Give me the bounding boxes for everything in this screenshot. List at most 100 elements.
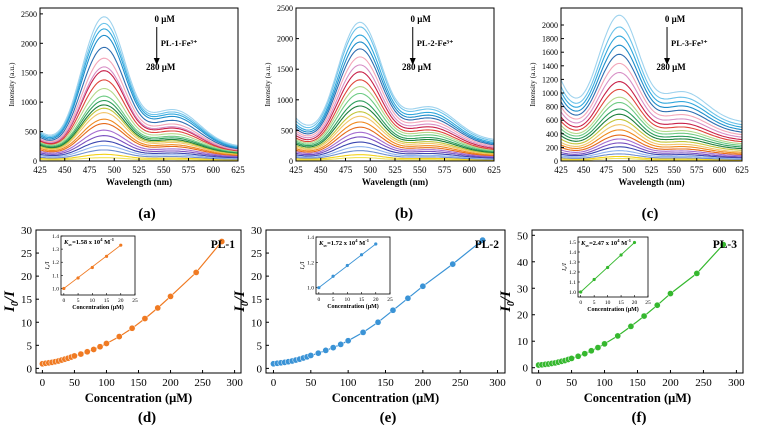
y-tick-label: 1200 xyxy=(542,75,558,84)
y-tick-label: 20 xyxy=(517,310,529,322)
x-tick-label: 475 xyxy=(83,165,97,175)
ksv-exponent: 4 xyxy=(100,237,103,242)
panel-label: (e) xyxy=(380,410,397,426)
inset-y-tick-label: 1.2 xyxy=(307,260,314,266)
ksv-annotation: Ksv=1.72 x 104 M-1 xyxy=(318,238,370,248)
spectrum-series-line xyxy=(295,48,495,146)
spectrum-series-line xyxy=(560,129,742,154)
spectrum-series-line xyxy=(39,28,239,148)
spectrum-series-line xyxy=(295,41,495,145)
annotation-end-concentration: 280 μM xyxy=(402,62,432,72)
annotation-start-concentration: 0 μM xyxy=(411,14,432,24)
x-tick-label: 625 xyxy=(231,165,245,175)
inset-y-tick-label: 1.4 xyxy=(307,235,314,241)
data-point xyxy=(479,236,486,244)
spectrum-series-line xyxy=(560,96,743,145)
y-tick-label: 1400 xyxy=(542,62,558,71)
spectrum-series-line xyxy=(295,71,495,149)
data-point xyxy=(374,318,382,326)
spectrum-series-line xyxy=(39,99,239,153)
x-tick-label: 475 xyxy=(339,165,353,175)
data-point xyxy=(71,352,78,360)
spectrum-series-line xyxy=(295,21,495,140)
x-tick-label: 0 xyxy=(40,377,46,389)
y-tick-label: 50 xyxy=(517,230,529,242)
spectra-panel-c: 425 450 475 500 525 550 575 600 625 0 200 400 600 800… xyxy=(528,7,749,187)
data-point xyxy=(627,323,635,330)
y-tick-label: 10 xyxy=(251,317,263,329)
panel-label: (f) xyxy=(632,410,647,426)
ksv-symbol: K xyxy=(318,240,324,247)
series-legend: PL-1 xyxy=(211,239,236,251)
data-point xyxy=(103,340,110,347)
spectrum-series-line xyxy=(39,79,239,152)
arrow-down-icon xyxy=(664,58,671,65)
spectrum-series-line xyxy=(295,131,495,157)
x-tick-label: 525 xyxy=(132,165,146,175)
data-point xyxy=(115,333,123,340)
annotation-start-concentration: 0 μM xyxy=(665,14,686,24)
inset-y-axis-label: I₀/I xyxy=(562,262,568,272)
y-tick-label: 5 xyxy=(27,340,33,352)
annotation-start-concentration: 0 μM xyxy=(155,14,176,24)
x-tick-label: 500 xyxy=(622,165,636,175)
x-tick-label: 300 xyxy=(728,377,745,389)
spectrum-series-line xyxy=(560,101,743,146)
annotation-sample-name: PL-3-Fe³⁺ xyxy=(671,38,708,48)
x-tick-label: 0 xyxy=(536,377,542,389)
data-point xyxy=(594,344,602,351)
y-axis-label: I0/I xyxy=(498,290,517,313)
y-label-tail: /I xyxy=(498,290,514,302)
ksv-unit-exponent: -1 xyxy=(365,238,369,243)
x-tick-label: 625 xyxy=(735,165,749,175)
inset-y-tick-label: 1.1 xyxy=(52,273,59,279)
y-tick-label: 0 xyxy=(289,157,293,166)
spectrum-series-line xyxy=(560,134,743,155)
data-point xyxy=(337,341,345,348)
data-point xyxy=(83,348,91,356)
spectrum-series-line xyxy=(39,123,239,156)
y-axis-label: I0/I xyxy=(2,290,21,313)
y-axis-label: Intensity (a.u.) xyxy=(7,62,16,106)
y-tick-label: 2000 xyxy=(542,21,558,30)
spectrum-series-line xyxy=(295,126,495,157)
y-axis-label: Intensity (a.u.) xyxy=(263,62,272,106)
spectrum-series-line xyxy=(560,26,743,126)
y-tick-label: 2000 xyxy=(277,35,293,44)
ksv-exponent: 4 xyxy=(355,238,358,243)
x-tick-label: 300 xyxy=(226,377,243,389)
data-point xyxy=(128,324,136,332)
inset-x-tick-label: 10 xyxy=(90,298,96,304)
x-axis-label: Concentration (μM) xyxy=(584,391,691,405)
ksv-unit: M xyxy=(102,239,110,246)
inset-data-point xyxy=(579,290,583,294)
inset-x-tick-label: 0 xyxy=(62,298,65,304)
spectrum-series-line xyxy=(295,146,494,160)
inset-y-axis-label: I₀/I xyxy=(45,261,51,271)
inset-x-axis-label: Concentration (μM) xyxy=(587,306,639,313)
spectrum-series-line xyxy=(39,104,239,154)
series-legend: PL-2 xyxy=(475,239,500,251)
y-tick-label: 1600 xyxy=(542,48,558,57)
inset-panel: 0 5 10 15 20 25 1.0 1.2 1.4 Concentration (μM) I₀/… xyxy=(300,235,393,310)
data-point xyxy=(574,352,582,360)
data-point xyxy=(581,350,589,358)
spectrum-series-line xyxy=(560,53,743,133)
data-point xyxy=(90,346,98,353)
spectrum-series-line xyxy=(295,92,495,152)
inset-x-tick-label: 25 xyxy=(645,300,651,306)
inset-y-tick-label: 1.5 xyxy=(569,240,576,246)
data-point xyxy=(192,269,200,276)
y-tick-label: 1500 xyxy=(21,69,37,78)
x-tick-label: 200 xyxy=(662,377,679,389)
x-tick-label: 250 xyxy=(452,377,469,389)
spectrum-series-line xyxy=(39,112,239,155)
y-tick-label: 0 xyxy=(257,363,263,375)
x-tick-label: 600 xyxy=(713,165,727,175)
spectrum-series-line xyxy=(560,142,742,158)
spectrum-series-line xyxy=(295,64,495,148)
y-label-symbol: I xyxy=(232,305,248,313)
inset-data-point xyxy=(592,277,596,282)
inset-data-point xyxy=(374,242,378,246)
spectrum-series-line xyxy=(560,108,743,148)
